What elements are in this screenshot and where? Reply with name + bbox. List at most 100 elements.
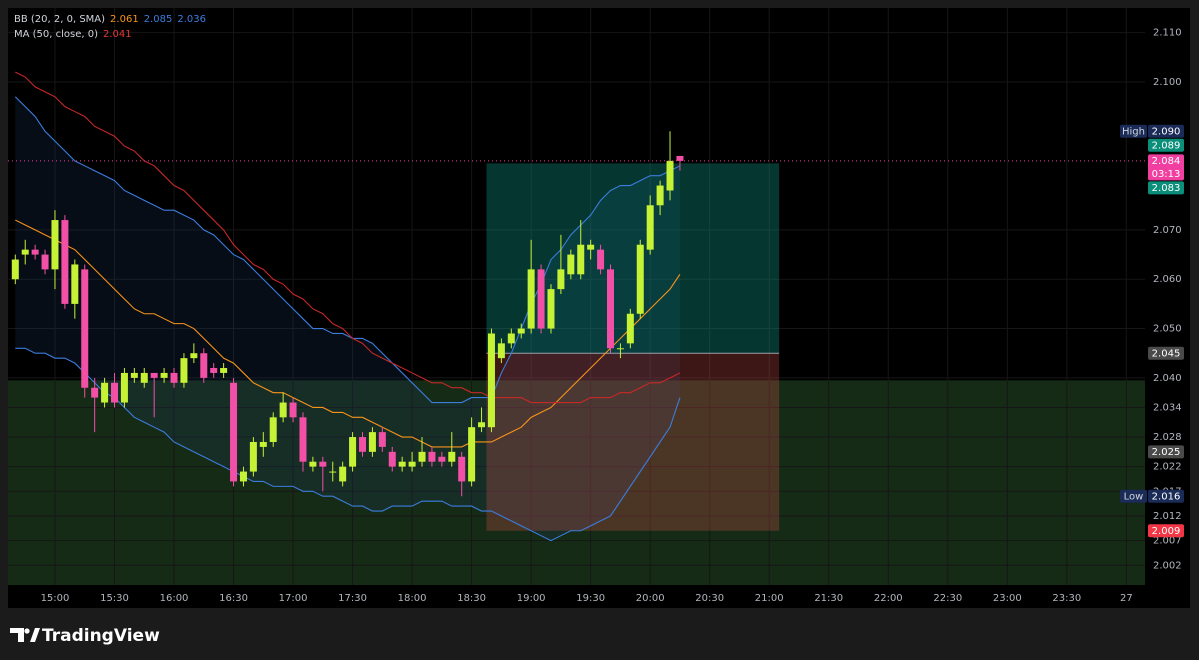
price-label: 2.045 [1152,349,1181,360]
price-label-box [1148,489,1184,503]
legend-entry: MA (50, close, 0) 2.041 [14,29,132,40]
candle-body [597,249,605,270]
x-tick-label: 15:00 [41,593,70,604]
zone [8,380,1145,585]
y-tick-label: 2.110 [1153,28,1182,39]
candle-body [577,244,585,275]
x-tick-label: 22:00 [874,593,903,604]
candle-body [339,466,347,482]
legend-label: BB (20, 2, 0, SMA) [14,14,105,25]
candle-body [349,437,357,467]
price-label-box [1148,181,1184,195]
price-label-box [1148,138,1184,152]
candle-body [378,432,386,447]
x-tick-label: 22:30 [933,593,962,604]
candle-body [636,244,644,314]
candle-body [616,348,624,350]
candle-body [438,456,446,462]
x-tick-label: 15:30 [100,593,129,604]
brand: TradingView [42,626,160,646]
x-tick-label: 20:00 [636,593,665,604]
candle-body [557,269,565,290]
candle-body [537,269,545,329]
candle-body [478,422,486,428]
x-tick-label: 20:30 [695,593,724,604]
price-label-box [1148,445,1184,459]
legend-value: 2.036 [177,14,206,25]
axes: BB (20, 2, 0, SMA) 2.061 2.085 2.036 MA (50,… [14,14,1184,604]
candle-body [359,437,366,452]
x-tick-label: 19:00 [517,593,546,604]
candle-body [259,441,267,447]
legend-value: 2.085 [144,14,173,25]
candle-body [487,333,495,428]
candle-body [230,382,238,482]
x-tick-label: 21:30 [814,593,843,604]
candle-body [190,353,198,359]
candle-body [51,220,59,270]
legend-entry: BB (20, 2, 0, SMA) 2.061 2.085 2.036 [14,14,206,25]
logo-mark [10,628,24,642]
candle-body [279,402,287,418]
candle-body [41,254,49,270]
candle-body [497,343,505,359]
band-fill [15,96,680,541]
candle-body [180,358,188,383]
y-tick-label: 2.022 [1153,462,1182,473]
y-tick-label: 2.028 [1153,432,1182,443]
y-tick-label: 2.002 [1153,560,1182,571]
countdown: 03:13 [1152,169,1181,180]
price-label-box [1148,124,1184,138]
plot-area [8,8,1145,585]
candle-body [91,387,99,398]
candle-body [210,368,218,373]
y-tick-label: 2.007 [1153,536,1182,547]
y-tick-label: 2.034 [1153,402,1182,413]
candle-body [319,461,327,467]
x-tick-label: 17:00 [279,593,308,604]
candle-body [329,471,337,473]
candle-body [527,269,535,329]
candle-body [150,372,158,378]
candle-body [418,451,426,462]
y-tick-label: 2.060 [1153,274,1182,285]
price-tag-box [1120,489,1147,503]
candle-body [160,372,168,378]
candle-body [220,368,228,373]
candle-body [607,269,614,349]
candle-body [120,372,128,403]
candle-body [507,333,515,344]
price-label: 2.083 [1152,183,1181,194]
candle-body [547,289,555,329]
candle-body [567,254,575,275]
candle-body [676,155,684,161]
x-tick-label: 21:00 [755,593,784,604]
indicator-line [15,347,681,542]
y-tick-label: 2.050 [1153,324,1182,335]
y-tick-label: 2.100 [1153,77,1182,88]
legend-value: 2.061 [110,14,139,25]
price-label-box [1148,154,1184,181]
candle-body [249,441,257,472]
legend-value: 2.041 [103,29,132,40]
candle-body [101,382,109,403]
price-label: 2.025 [1152,447,1181,458]
legend-label: MA (50, close, 0) [14,29,98,40]
x-tick-label: 19:30 [576,593,605,604]
candle-body [656,185,664,206]
candle-body [587,244,595,250]
candle-body [428,451,436,462]
x-tick-label: 27 [1120,593,1133,604]
logo-mark [30,628,40,642]
candle-body [626,313,634,344]
indicator-line [15,71,681,404]
candle-body [81,269,89,388]
candle-body [61,220,69,304]
candle-body [408,461,416,467]
x-tick-label: 23:30 [1052,593,1081,604]
logo-dot [24,628,30,634]
x-tick-label: 17:30 [338,593,367,604]
x-tick-label: 18:00 [398,593,427,604]
candle-body [21,249,29,255]
